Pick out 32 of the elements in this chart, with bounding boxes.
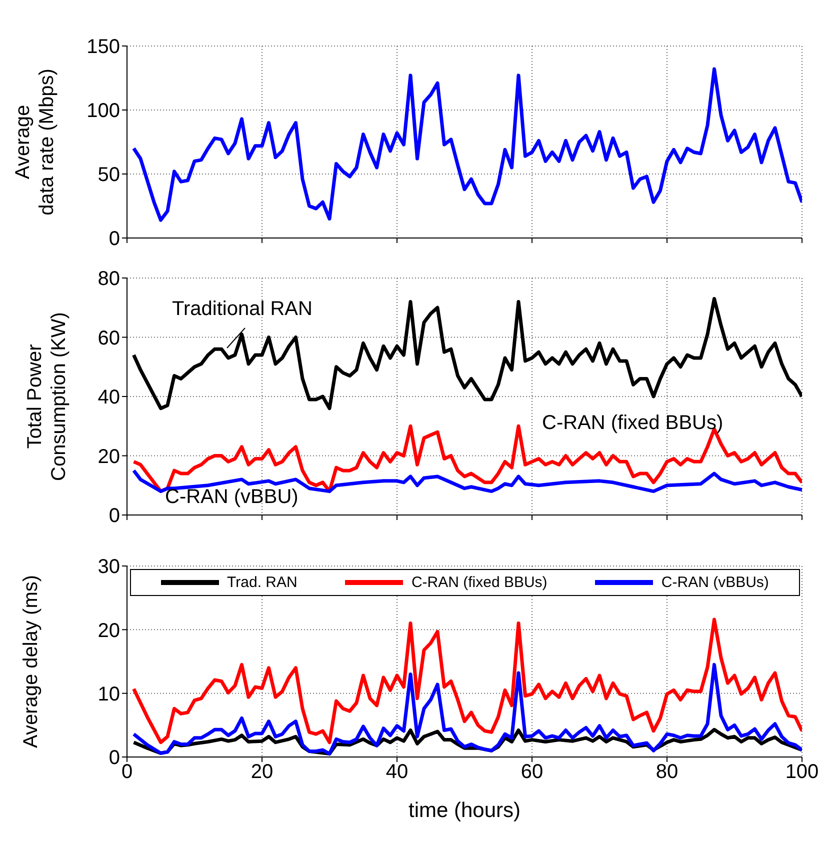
y-tick-label: 20	[98, 620, 120, 642]
x-tick-label: 100	[785, 761, 819, 784]
y-axis-title: Average delay (ms)	[20, 574, 42, 748]
line-series	[132, 662, 802, 756]
y-tick-label: 0	[108, 747, 120, 770]
legend-label: C-RAN (fixed BBUs)	[411, 574, 548, 591]
y-axis-title: Average data rate (Mbps)	[12, 68, 58, 216]
x-tick-label: 80	[656, 761, 678, 784]
y-tick-label: 30	[98, 556, 120, 578]
y-tick-label: 50	[98, 164, 120, 186]
y-tick-label: 60	[98, 327, 120, 350]
legend-label: C-RAN (vBBUs)	[661, 574, 769, 591]
legend-label: Trad. RAN	[227, 574, 298, 591]
line-series	[132, 296, 802, 410]
y-tick-label: 0	[108, 228, 120, 250]
x-tick-label: 20	[250, 761, 274, 784]
y-tick-label: 100	[86, 100, 120, 122]
line-series	[132, 618, 802, 744]
x-axis-title: time (hours)	[408, 799, 521, 822]
x-tick-label: 40	[386, 761, 408, 784]
y-tick-label: 150	[86, 36, 120, 58]
series-label: Traditional RAN	[172, 298, 312, 321]
line-series	[132, 67, 802, 222]
y-tick-label: 0	[108, 505, 120, 528]
series-label: C-RAN (vBBU)	[165, 486, 298, 509]
x-tick-label: 60	[520, 761, 544, 784]
y-tick-label: 10	[98, 683, 120, 706]
series-label: C-RAN (fixed BBUs)	[542, 412, 724, 435]
y-tick-label: 80	[98, 268, 120, 290]
y-tick-label: 40	[98, 386, 120, 409]
y-axis-title: Total Power Consumption (KW)	[24, 312, 70, 481]
y-tick-label: 20	[98, 446, 120, 468]
